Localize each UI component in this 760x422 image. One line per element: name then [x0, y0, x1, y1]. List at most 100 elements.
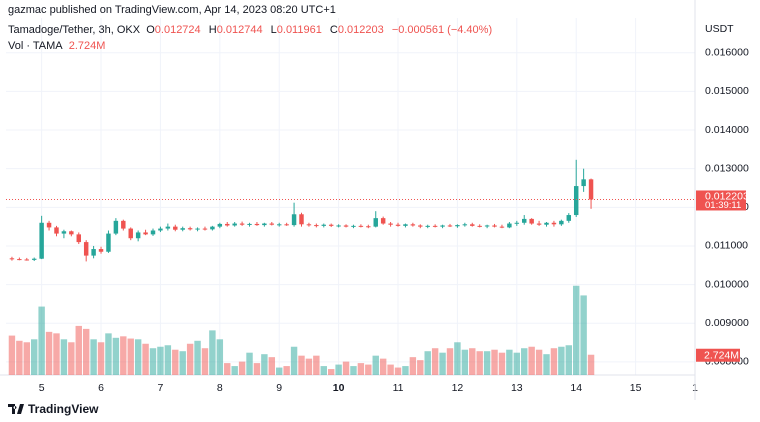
volume-bar	[112, 337, 120, 375]
volume-bar	[179, 351, 186, 375]
volume-bar	[201, 348, 209, 375]
volume-bar	[231, 366, 238, 375]
candle-body	[121, 220, 126, 229]
candle-body	[83, 242, 89, 256]
volume-bar	[372, 355, 379, 375]
candle-body	[529, 218, 534, 224]
volume-bar	[276, 367, 283, 375]
y-tick-label: 0.010000	[705, 278, 749, 290]
volume-bar	[157, 346, 164, 375]
candle-body	[24, 259, 30, 261]
volume-bar	[483, 351, 491, 375]
x-tick-label: 10	[333, 382, 345, 394]
volume-bar	[521, 348, 528, 375]
volume-bar	[105, 333, 112, 375]
h-value: 0.012744	[216, 24, 263, 36]
volume-bar	[305, 358, 313, 375]
l-label: L	[270, 24, 277, 36]
candle-body	[128, 228, 133, 239]
candle-body	[484, 225, 490, 227]
candle-body	[254, 223, 260, 226]
candle-body	[499, 226, 505, 228]
candle-body	[225, 223, 230, 226]
x-tick-label: 11	[393, 382, 404, 394]
volume-bar	[53, 333, 60, 375]
volume-bar	[283, 366, 290, 375]
candle-body	[46, 222, 52, 228]
footer-brand: TradingView	[28, 402, 99, 416]
candle-body	[150, 230, 156, 235]
volume-bar	[16, 340, 23, 375]
volume-bar	[172, 349, 179, 375]
volume-bar	[290, 346, 298, 375]
volume-bar	[298, 355, 305, 375]
volume-bar	[335, 364, 342, 375]
candle-body	[202, 228, 208, 230]
header: gazmac published on TradingView.com, Apr…	[8, 4, 336, 16]
volume-bar	[313, 355, 320, 375]
symbol: Tamadoge/Tether, 3h, OKX	[8, 24, 141, 36]
candle-body	[106, 233, 111, 252]
volume-bar	[417, 360, 424, 375]
candle-body	[187, 228, 193, 230]
candle-body	[247, 223, 252, 225]
volume-bar	[8, 335, 16, 375]
volume-bar	[38, 306, 45, 375]
volume-bar	[127, 338, 134, 375]
c-value: 0.012203	[337, 24, 384, 36]
candle-body	[9, 258, 15, 260]
candle-body	[395, 224, 401, 226]
volume-bar	[209, 330, 216, 375]
volume-bar	[31, 339, 38, 375]
candle-body	[291, 214, 297, 226]
volume-label: 2.724M	[704, 350, 739, 362]
y-tick-label: 0.016000	[705, 47, 749, 59]
volume-legend: Vol · TAMA 2.724M	[8, 40, 110, 52]
candle-body	[514, 222, 520, 224]
candle-body	[432, 225, 438, 227]
candle-body	[373, 218, 378, 227]
volume-bar	[216, 339, 224, 375]
candle-body	[180, 228, 185, 230]
volume-bar	[365, 364, 372, 375]
volume-bar	[402, 366, 409, 375]
candle-body	[61, 231, 67, 234]
candle-body	[328, 224, 334, 226]
c-label: C	[329, 24, 338, 36]
candle-body	[276, 224, 282, 226]
volume-bar	[186, 343, 194, 375]
volume-bar	[565, 345, 572, 375]
h-label: H	[208, 24, 217, 36]
candle-body	[143, 232, 148, 235]
candle-body	[492, 225, 497, 227]
volume-bar	[134, 339, 142, 375]
candle-body	[544, 222, 549, 225]
candle-body	[76, 234, 81, 243]
volume-bar	[82, 328, 90, 375]
candle-body	[477, 225, 482, 227]
x-tick-label: 9	[276, 382, 282, 394]
candle-body	[455, 225, 460, 227]
volume-bar	[224, 363, 231, 375]
volume-bar	[164, 345, 172, 375]
volume-bar	[327, 369, 335, 375]
candle-body	[232, 223, 237, 226]
x-tick-label: 8	[217, 382, 223, 394]
candle-body	[158, 228, 163, 231]
volume-bar	[253, 363, 261, 375]
candle-body	[343, 225, 349, 227]
candle-body	[447, 225, 453, 227]
candle-body	[262, 223, 267, 226]
y-tick-label: 0.015000	[705, 85, 749, 97]
volume-bar	[90, 339, 97, 375]
y-unit: USDT	[705, 23, 734, 35]
volume-bar	[506, 349, 513, 375]
o-label: O	[146, 24, 155, 36]
volume-bar	[469, 348, 476, 375]
volume-bar	[409, 357, 417, 375]
candle-body	[388, 223, 393, 225]
logo	[8, 404, 24, 414]
volume-bar	[550, 348, 558, 375]
